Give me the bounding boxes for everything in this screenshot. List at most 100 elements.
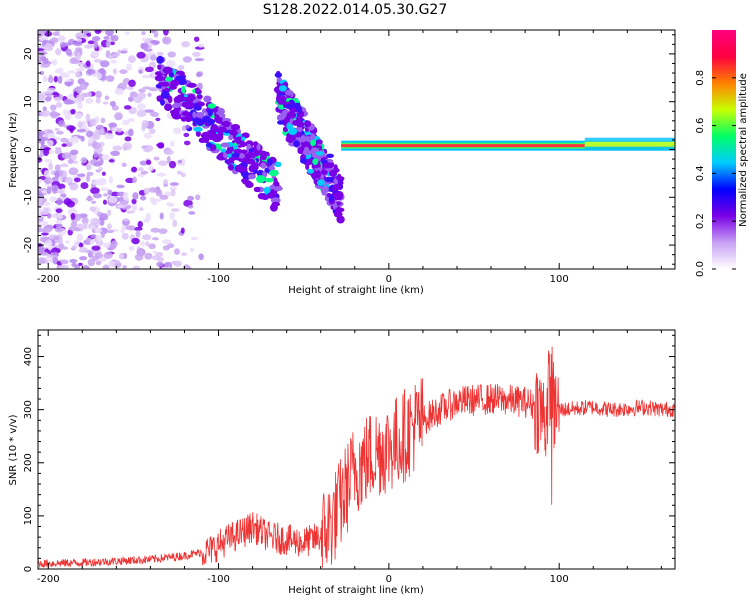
spectrogram-cell bbox=[183, 132, 190, 138]
spectrogram-cell bbox=[197, 43, 205, 48]
spectrogram-cell bbox=[144, 66, 154, 73]
spectrogram-cell bbox=[297, 107, 302, 113]
spectrogram-cell bbox=[69, 258, 78, 264]
spectrogram-cell bbox=[181, 111, 191, 117]
spectrogram-cell bbox=[93, 40, 99, 49]
spectrogram-cell bbox=[93, 152, 99, 159]
spectrogram-cell bbox=[116, 127, 123, 133]
spectrogram-cell bbox=[286, 111, 297, 119]
spectrogram-cell bbox=[64, 240, 71, 244]
spectrogram-cell bbox=[124, 136, 132, 142]
spectrogram-cell bbox=[66, 200, 75, 208]
spectrogram-cell bbox=[264, 177, 274, 183]
spectrogram-cell bbox=[66, 81, 71, 87]
spectrogram-cell bbox=[189, 247, 195, 252]
spectrogram-cell bbox=[38, 203, 43, 209]
spectrogram-cell bbox=[142, 74, 150, 79]
spectrogram-cell bbox=[78, 262, 83, 267]
spectrogram-cell bbox=[91, 141, 101, 150]
spectrogram-cell bbox=[329, 169, 337, 177]
x-tick-label: 100 bbox=[550, 274, 569, 285]
spectrogram-cell bbox=[315, 151, 324, 156]
spectrogram-cell bbox=[141, 37, 147, 42]
spectrogram-cell bbox=[218, 132, 224, 138]
spectrogram-cell bbox=[43, 201, 51, 207]
spectrogram-cell bbox=[143, 187, 150, 195]
spectrogram-cell bbox=[85, 60, 91, 67]
spectrogram-cell bbox=[58, 243, 65, 249]
spectrogram-cell bbox=[127, 55, 136, 64]
spectrogram-cell bbox=[78, 31, 85, 39]
colorbar-tick-label: 0.8 bbox=[695, 70, 706, 86]
spectrogram-cell bbox=[167, 51, 177, 58]
spectrogram-cell bbox=[163, 183, 169, 187]
spectrogram-cell bbox=[306, 168, 315, 174]
spectrogram-cell bbox=[119, 199, 129, 206]
x-tick-label: -100 bbox=[207, 574, 230, 585]
spectrogram-cell bbox=[40, 56, 47, 61]
spectrogram-cell bbox=[285, 103, 294, 109]
spectrogram-cell bbox=[198, 253, 204, 261]
spectrogram-cell bbox=[51, 184, 59, 192]
spectrogram-cell bbox=[148, 187, 158, 193]
spectrogram-cell bbox=[156, 172, 167, 177]
spectrogram-cell bbox=[107, 260, 116, 268]
spectrogram-cell bbox=[108, 159, 115, 163]
spectrogram-cell bbox=[73, 240, 80, 246]
spectrogram-cell bbox=[110, 34, 119, 42]
spectrogram-cell bbox=[128, 245, 135, 252]
spectrogram-cell bbox=[70, 149, 79, 156]
spectrogram-cell bbox=[50, 104, 57, 111]
spectrogram-cell bbox=[46, 87, 56, 92]
spectrogram-cell bbox=[185, 124, 190, 129]
snr-xlabel: Height of straight line (km) bbox=[288, 585, 424, 596]
spectrogram-cell bbox=[43, 148, 50, 157]
spectrogram-cell bbox=[188, 211, 196, 215]
spectrogram-cell bbox=[102, 101, 109, 105]
x-tick-label: 100 bbox=[550, 574, 569, 585]
spectrogram-cell bbox=[157, 64, 162, 70]
spectrogram-cell bbox=[109, 100, 116, 107]
spectrogram-cell bbox=[159, 194, 169, 200]
spectrogram-cell bbox=[47, 139, 54, 147]
spectrogram-cell bbox=[67, 70, 76, 74]
spectrogram-cell bbox=[75, 68, 85, 72]
spectrogram-cell bbox=[169, 182, 179, 186]
spectrogram-cell bbox=[131, 198, 137, 205]
spectrogram-cell bbox=[42, 39, 50, 44]
spectrogram-cell bbox=[144, 252, 153, 260]
spectrogram-cell bbox=[132, 176, 137, 184]
spectrogram-cell bbox=[76, 51, 82, 60]
spectrogram-cell bbox=[38, 93, 46, 101]
spectrogram-cell bbox=[99, 60, 110, 68]
spectrogram-cell bbox=[99, 213, 109, 221]
spectrogram-cell bbox=[55, 68, 61, 74]
spectrogram-cell bbox=[46, 186, 52, 195]
spectrogram-cell bbox=[52, 92, 59, 96]
spectrogram-cell bbox=[51, 59, 58, 66]
spectrogram-cell bbox=[300, 157, 307, 164]
spectrogram-cell bbox=[63, 42, 72, 47]
spectrogram-cell bbox=[253, 186, 261, 193]
spectrogram-cell bbox=[253, 141, 259, 146]
spectrogram-cell bbox=[233, 144, 238, 150]
spectrogram-cell bbox=[87, 258, 96, 267]
spectrogram-cell bbox=[101, 171, 106, 176]
spectrogram-cell bbox=[104, 95, 110, 101]
spectrogram-cell bbox=[260, 152, 267, 161]
spectrogram-cell bbox=[100, 127, 105, 134]
spectrogram-cell bbox=[110, 59, 117, 64]
spectrogram-cell bbox=[73, 177, 81, 183]
spectrogram-ylabel: Frequency (Hz) bbox=[8, 112, 19, 188]
spectrogram-cell bbox=[127, 96, 134, 102]
spectrogram-cell bbox=[103, 242, 111, 249]
spectrogram-cell bbox=[268, 166, 276, 171]
spectrogram-cell bbox=[131, 166, 137, 172]
spectrogram-cell bbox=[49, 196, 58, 203]
spectrogram-cell bbox=[52, 251, 59, 256]
snr-series-line bbox=[38, 346, 675, 569]
spectrogram-cell bbox=[162, 36, 169, 45]
spectrogram-cell bbox=[89, 239, 95, 245]
spectrogram-cell bbox=[38, 196, 43, 205]
